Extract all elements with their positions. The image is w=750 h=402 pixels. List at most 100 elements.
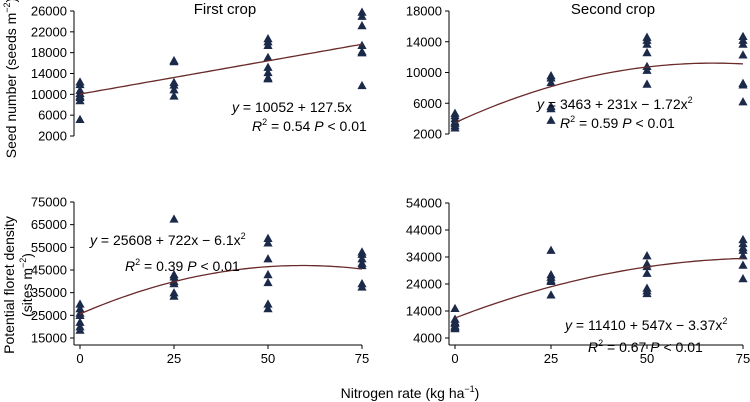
fit-curve: [454, 62, 744, 124]
y-axis-label-seed-number: Seed number (seeds m−2): [2, 0, 19, 158]
y-tick-label: 14000: [406, 34, 442, 49]
data-points: [450, 31, 748, 132]
data-point: [263, 303, 273, 313]
panel-title-second-crop: Second crop: [571, 1, 655, 18]
y-tick-label: 44000: [406, 223, 442, 238]
data-point: [546, 245, 556, 254]
panel-second-crop-seed-number: Second crop 2000 6000 10000 14000 18000 y = …: [406, 1, 748, 142]
data-point: [169, 291, 179, 300]
data-point: [738, 39, 748, 48]
data-point: [642, 65, 652, 74]
x-axis-label: Nitrogen rate (kg ha−1): [341, 384, 480, 401]
data-point: [357, 254, 367, 263]
data-point: [546, 276, 556, 285]
y-tick-label: 2000: [38, 129, 67, 144]
fit-curve: [79, 264, 363, 315]
data-point: [263, 233, 273, 242]
y-ticks: 4000 14000 24000 34000 44000 54000: [406, 196, 449, 346]
fit-curve: [454, 257, 744, 319]
data-point: [75, 325, 85, 334]
data-point: [642, 251, 652, 260]
data-point: [357, 20, 367, 30]
data-point: [738, 260, 748, 269]
panel-first-crop-floret-density: 15000 25000 35000 45000 55000 65000 75000 0 25 5…: [31, 195, 369, 367]
data-point: [169, 279, 179, 288]
y-tick-label: 54000: [406, 196, 442, 211]
y-tick-label: 14000: [406, 304, 442, 319]
data-point: [546, 104, 556, 113]
data-point: [263, 74, 273, 83]
axes: [73, 202, 362, 346]
axes: [448, 203, 743, 346]
y-ticks: 2000 6000 10000 14000 18000 22000 26000: [31, 4, 74, 144]
panel-second-crop-floret-density: 4000 14000 24000 34000 44000 54000 0 25 50 75 y …: [406, 196, 750, 367]
data-point: [642, 79, 652, 88]
y-tick-label: 25000: [31, 308, 67, 323]
data-point: [642, 47, 652, 57]
x-ticks: 0 25 50 75: [451, 345, 750, 366]
data-points: [75, 7, 367, 124]
data-point: [263, 254, 273, 263]
data-point: [75, 299, 85, 308]
data-point: [357, 48, 367, 57]
data-point: [357, 260, 367, 270]
data-point: [169, 85, 179, 94]
y-tick-label: 22000: [31, 24, 67, 39]
x-tick-label: 75: [736, 351, 750, 366]
r-squared-p-value: R2 = 0.67 P < 0.01: [588, 338, 703, 355]
data-point: [263, 238, 273, 247]
data-point: [738, 245, 748, 254]
data-point: [642, 288, 652, 298]
data-point: [263, 269, 273, 279]
regression-equation: y = 10052 + 127.5x: [231, 99, 352, 115]
fit-curve: [79, 43, 363, 95]
y-tick-label: 55000: [31, 240, 67, 255]
data-point: [75, 114, 85, 124]
data-points: [75, 214, 367, 334]
data-point: [357, 80, 367, 90]
data-point: [169, 56, 179, 66]
data-point: [263, 277, 273, 287]
data-point: [450, 123, 460, 132]
panel-title-first-crop: First crop: [194, 1, 257, 18]
data-point: [357, 7, 367, 16]
data-point: [263, 299, 273, 308]
data-point: [357, 282, 367, 291]
regression-equation: y = 3463 + 231x − 1.72x2: [536, 95, 693, 112]
x-tick-label: 75: [355, 351, 369, 366]
r-squared-p-value: R2 = 0.39 P < 0.01: [125, 257, 240, 274]
data-point: [738, 97, 748, 106]
y-tick-label: 18000: [406, 4, 442, 19]
y-tick-label: 65000: [31, 217, 67, 232]
x-tick-label: 25: [544, 351, 558, 366]
data-point: [75, 310, 85, 320]
x-tick-label: 25: [167, 351, 181, 366]
data-point: [263, 52, 273, 62]
data-point: [642, 261, 652, 271]
y-tick-label: 2000: [413, 127, 442, 142]
y-tick-label: 6000: [413, 96, 442, 111]
y-ticks: 15000 25000 35000 45000 55000 65000 75000: [31, 195, 74, 346]
r-squared-p-value: R2 = 0.59 P < 0.01: [560, 114, 675, 131]
data-point: [263, 67, 273, 77]
y-axis-label-floret-units: (sites m−2): [18, 253, 35, 317]
y-tick-label: 26000: [31, 4, 67, 19]
data-point: [738, 80, 748, 89]
data-point: [169, 91, 179, 100]
y-tick-label: 35000: [31, 285, 67, 300]
y-axis-label-floret-density: Potential floret density: [1, 216, 17, 354]
y-tick-label: 10000: [406, 65, 442, 80]
data-point: [75, 95, 85, 105]
regression-equation: y = 25608 + 722x − 6.1x2: [89, 231, 246, 248]
data-point: [546, 115, 556, 124]
data-point: [738, 251, 748, 260]
data-point: [263, 40, 273, 50]
data-point: [75, 79, 85, 89]
panel-first-crop-seed-number: First crop 20006000100001400018000220002…: [31, 1, 367, 144]
data-point: [169, 272, 179, 281]
data-point: [450, 303, 460, 312]
data-point: [75, 317, 85, 326]
x-tick-label: 0: [76, 351, 83, 366]
data-point: [169, 214, 179, 223]
data-point: [546, 73, 556, 82]
